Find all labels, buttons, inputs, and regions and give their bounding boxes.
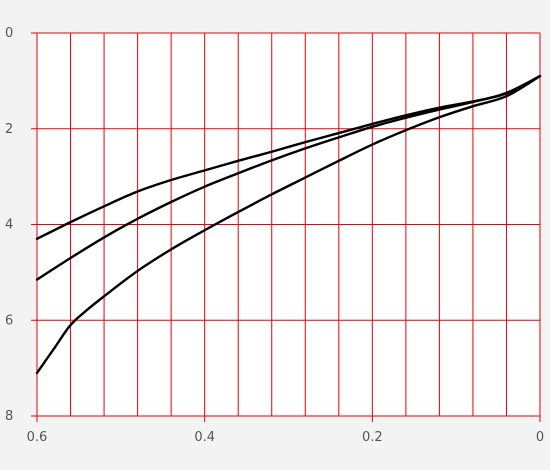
grid — [36, 32, 541, 417]
y-tick-label: 4 — [5, 218, 13, 233]
x-tick-marks — [36, 416, 541, 422]
series-group — [35, 74, 542, 375]
y-tick-label: 2 — [5, 122, 13, 137]
x-tick-label: 0.2 — [362, 430, 383, 445]
series-line-2 — [35, 74, 542, 281]
x-tick-label: 0 — [536, 430, 544, 445]
y-tick-marks — [31, 32, 37, 417]
x-tick-label: 0.6 — [27, 430, 48, 445]
y-tick-label: 0 — [5, 26, 13, 41]
y-tick-labels: 0 2 4 6 8 — [5, 26, 13, 424]
x-tick-labels: 0.6 0.4 0.2 0 — [27, 430, 544, 445]
series-line-3 — [35, 74, 542, 375]
y-tick-label: 8 — [5, 409, 13, 424]
x-tick-label: 0.4 — [194, 430, 215, 445]
y-tick-label: 6 — [5, 313, 13, 328]
